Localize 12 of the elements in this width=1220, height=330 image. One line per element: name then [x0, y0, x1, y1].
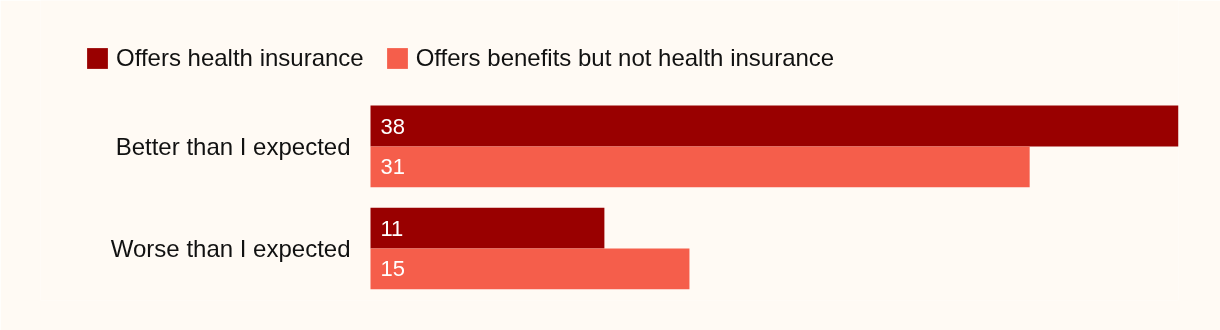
legend-label: Offers benefits but not health insurance [415, 44, 835, 72]
data-label: 31 [380, 154, 405, 180]
legend-label: Offers health insurance [116, 44, 364, 72]
y-tick-label: Worse than I expected [110, 234, 351, 262]
bar [370, 146, 1030, 188]
bar [370, 207, 605, 249]
bar [370, 105, 1179, 147]
data-label: 38 [380, 113, 405, 139]
bar [370, 248, 690, 290]
y-tick-label: Better than I expected [115, 132, 351, 160]
data-label: 15 [380, 256, 405, 282]
data-label: 11 [380, 215, 404, 241]
